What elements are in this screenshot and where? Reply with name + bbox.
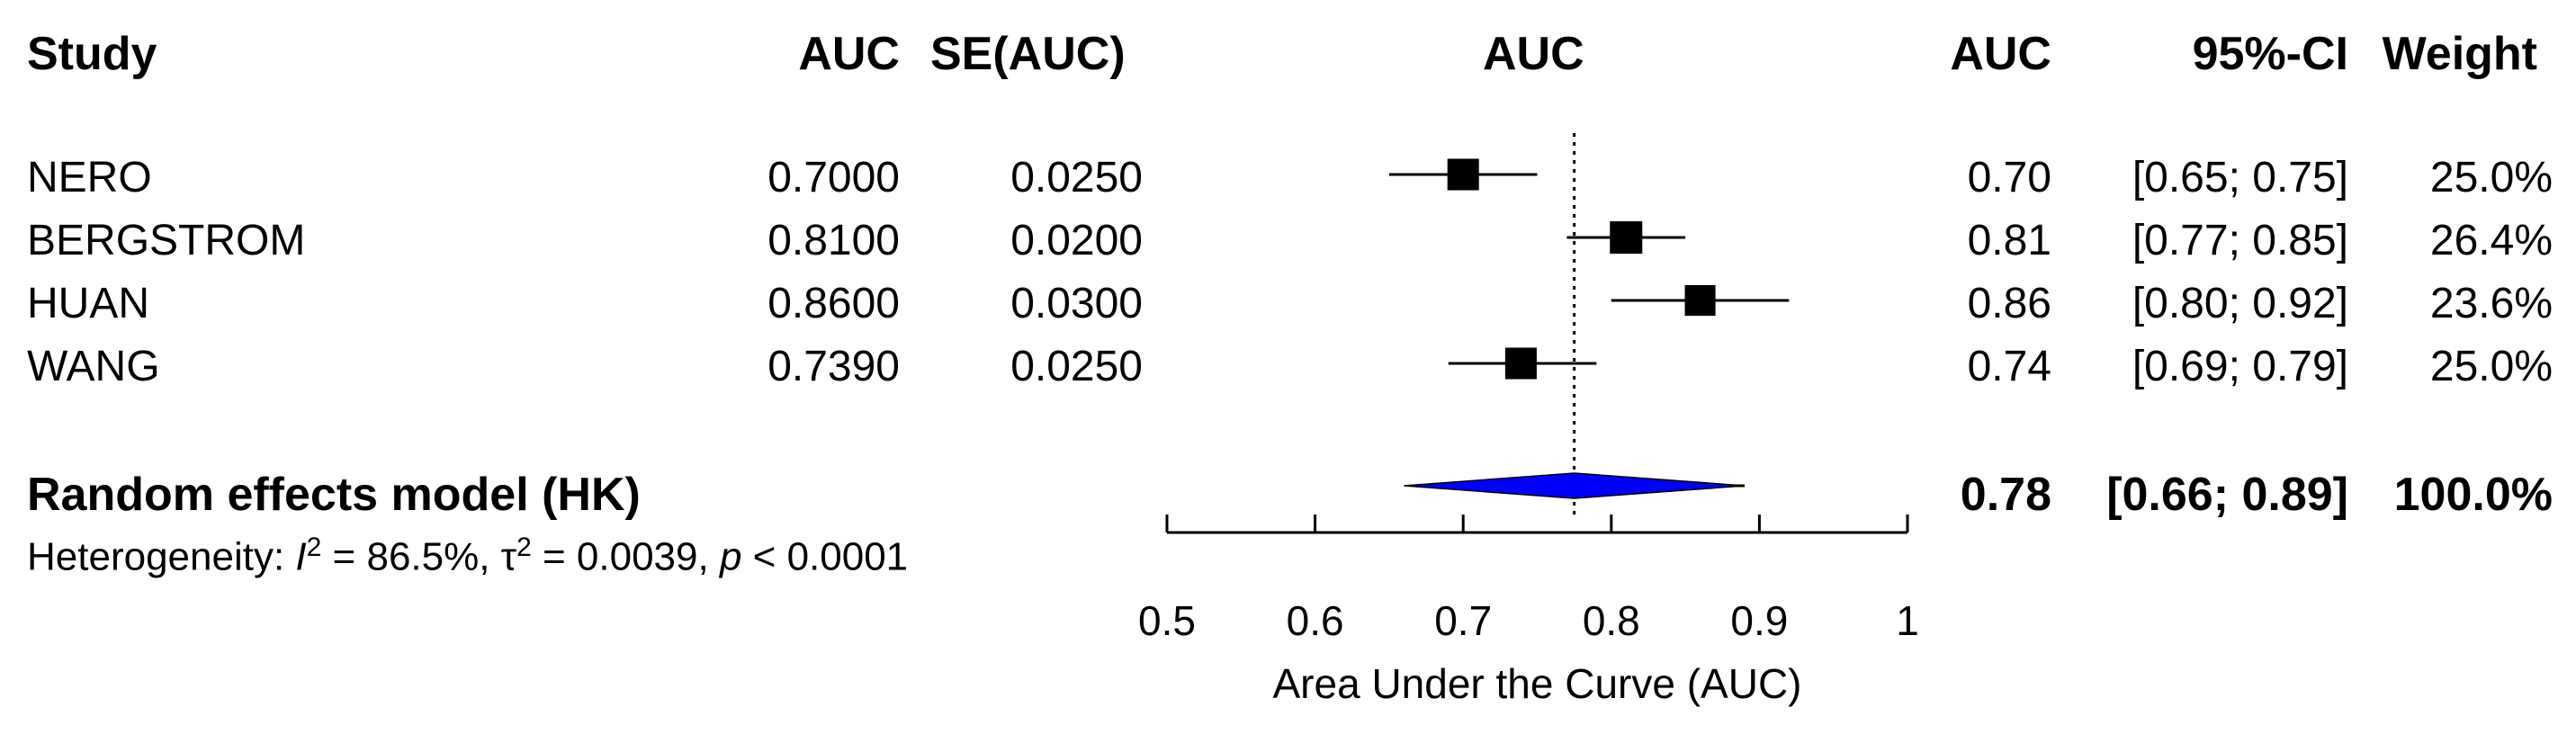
study-ci: [0.65; 0.75] — [2132, 154, 2348, 201]
study-auc: 0.8100 — [767, 217, 900, 264]
i2-symbol: I — [295, 534, 307, 579]
study-square — [1684, 284, 1716, 317]
study-square — [1610, 221, 1643, 254]
study-se: 0.0200 — [1010, 217, 1143, 264]
x-tick-label: 0.8 — [1583, 597, 1640, 644]
pooled-model-label: Random effects model (HK) — [27, 469, 641, 521]
study-ci: [0.80; 0.92] — [2132, 280, 2348, 327]
i2-superscript: 2 — [306, 533, 322, 562]
x-axis-label: Area Under the Curve (AUC) — [1273, 660, 1802, 707]
study-ci: [0.77; 0.85] — [2132, 217, 2348, 264]
header-se-auc: SE(AUC) — [930, 28, 1126, 80]
p-value: < 0.0001 — [741, 534, 909, 579]
study-se: 0.0250 — [1010, 343, 1143, 390]
tau-value: = 0.0039, — [531, 534, 720, 579]
study-weight: 25.0% — [2429, 343, 2553, 390]
i2-value: = 86.5%, — [321, 534, 501, 579]
header-weight: Weight — [2382, 28, 2537, 80]
study-se: 0.0250 — [1010, 154, 1143, 201]
x-tick-label: 0.6 — [1287, 597, 1344, 644]
study-auc: 0.7390 — [767, 343, 900, 390]
study-auc: 0.8600 — [767, 280, 900, 327]
pooled-diamond — [1404, 472, 1745, 499]
pooled-estimate: 0.78 — [1960, 469, 2051, 521]
study-weight: 25.0% — [2429, 154, 2553, 201]
study-weight: 26.4% — [2429, 217, 2553, 264]
study-ci: [0.69; 0.79] — [2132, 343, 2348, 390]
tau-superscript: 2 — [516, 533, 532, 562]
header-auc: AUC — [798, 28, 900, 80]
x-tick-label: 0.7 — [1434, 597, 1492, 644]
p-symbol: p — [719, 534, 742, 579]
header-estimate: AUC — [1950, 28, 2051, 80]
x-tick-label: 0.9 — [1730, 597, 1788, 644]
pooled-ci: [0.66; 0.89] — [2106, 469, 2348, 521]
study-name: NERO — [27, 154, 152, 201]
study-se: 0.0300 — [1010, 280, 1143, 327]
header-ci: 95%-CI — [2192, 28, 2348, 80]
study-name: BERGSTROM — [27, 217, 306, 264]
pooled-weight: 100.0% — [2393, 469, 2553, 521]
x-tick-label: 0.5 — [1138, 597, 1196, 644]
study-square — [1504, 347, 1537, 380]
study-estimate: 0.81 — [1967, 217, 2051, 264]
heterogeneity-prefix: Heterogeneity: — [27, 534, 296, 579]
study-estimate: 0.74 — [1967, 343, 2051, 390]
study-weight: 23.6% — [2429, 280, 2553, 327]
header-plot-auc: AUC — [1483, 28, 1584, 80]
tau-symbol: τ — [500, 534, 517, 579]
study-auc: 0.7000 — [767, 154, 900, 201]
header-study: Study — [27, 28, 157, 80]
study-estimate: 0.86 — [1967, 280, 2051, 327]
study-name: WANG — [27, 343, 160, 390]
study-name: HUAN — [27, 280, 150, 327]
study-square — [1447, 158, 1479, 191]
study-estimate: 0.70 — [1967, 154, 2051, 201]
x-tick-label: 1 — [1896, 597, 1919, 644]
heterogeneity-statistics: Heterogeneity: I2 = 86.5%, τ2 = 0.0039, … — [27, 534, 908, 577]
